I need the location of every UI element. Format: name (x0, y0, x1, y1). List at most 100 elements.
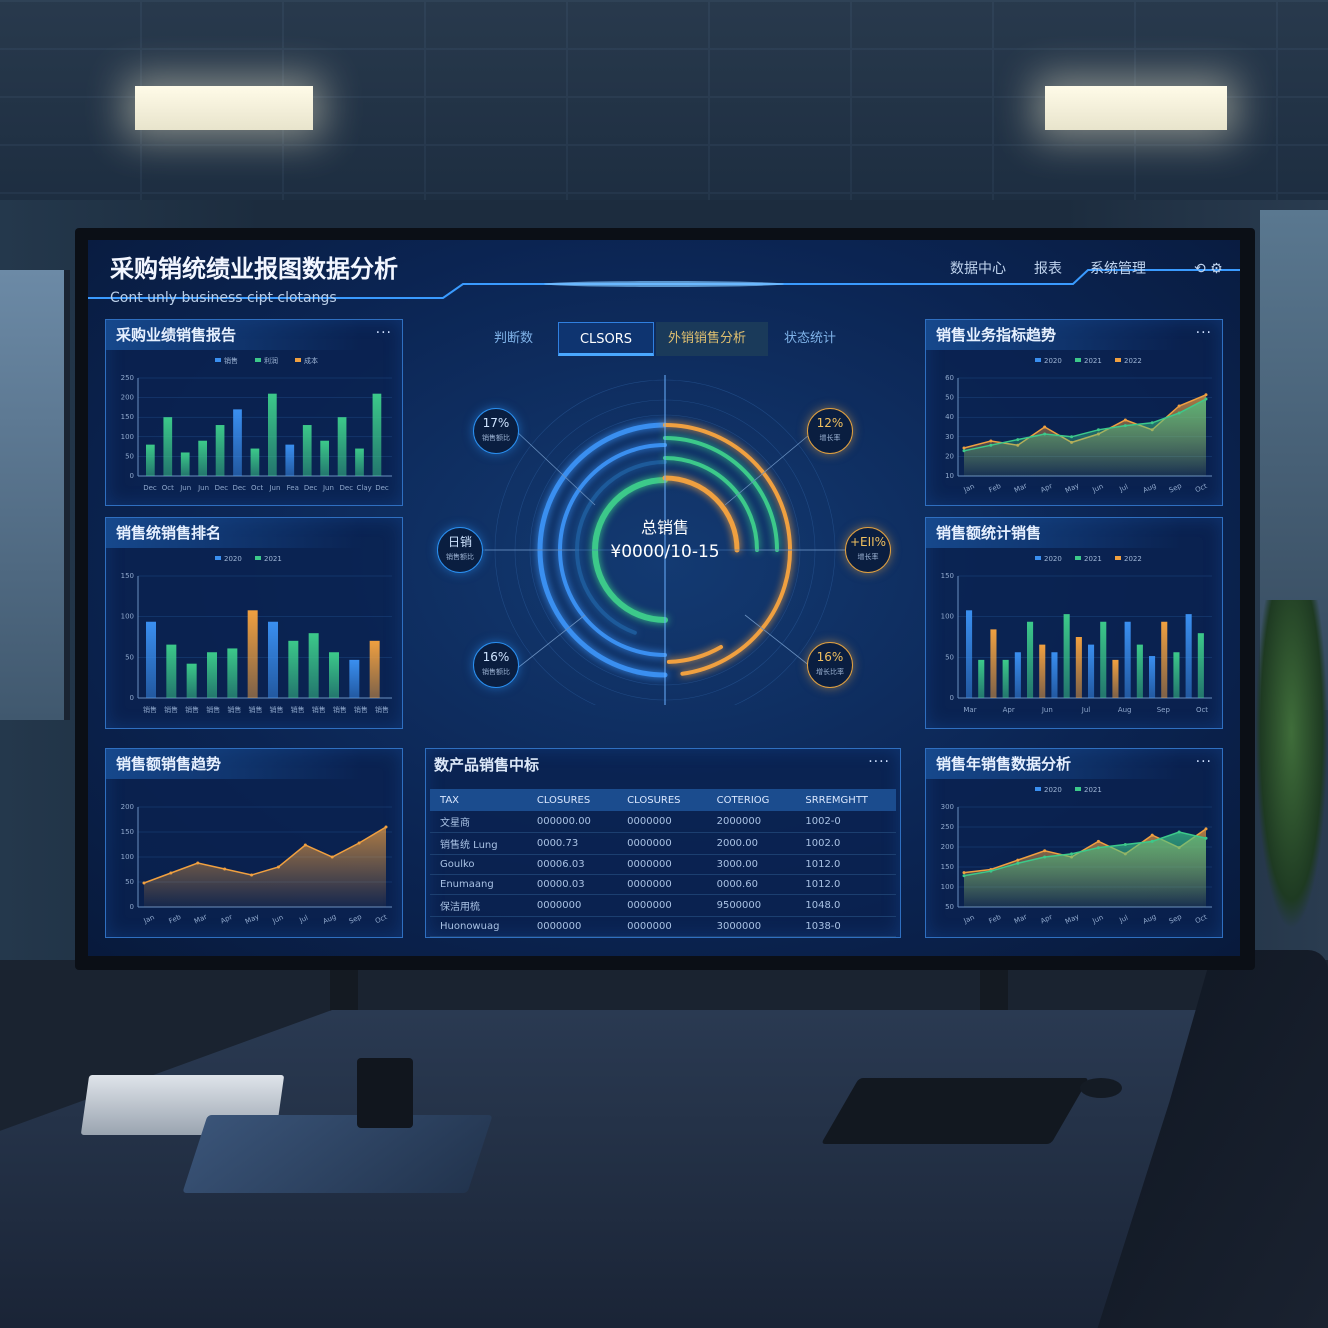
bar (355, 448, 364, 476)
callout-bubble[interactable]: 17% 销售额比 (473, 408, 519, 454)
panel-right-top: 销售业务指标趋势 ··· 2020 2021 2022 60 50 40 30 20 10 Jan F… (925, 319, 1223, 506)
x-tick-label: 销售 (312, 705, 326, 714)
tab-3[interactable]: 状态统计 (784, 331, 837, 346)
data-point (1123, 843, 1127, 846)
more-menu-button[interactable]: ···· (868, 754, 890, 770)
x-tick-label: Jun (322, 484, 334, 492)
legend-label: 成本 (304, 356, 318, 365)
legend-swatch (215, 358, 221, 362)
x-tick-label: Mar (1013, 913, 1028, 926)
legend-label: 2022 (1124, 357, 1142, 365)
table-cell: 0000000 (617, 916, 707, 937)
x-tick-label: 销售 (291, 705, 305, 714)
data-point (1204, 836, 1208, 840)
bar (146, 444, 155, 476)
callout-bubble[interactable]: 16% 销售额比 (473, 642, 519, 688)
data-point (384, 825, 388, 829)
callout-bubble[interactable]: 16% 增长比率 (807, 642, 853, 688)
data-point (962, 871, 966, 875)
y-tick-label: 150 (121, 413, 134, 421)
legend-label: 2020 (1044, 555, 1062, 563)
bar (1149, 656, 1156, 698)
page-title: 采购销统绩业报图数据分析 (110, 255, 398, 283)
product-table-panel: 数产品销售中标 ···· TAX CLOSURES CLOSURES COTERIOG… (425, 748, 901, 938)
x-tick-label: Jul (1117, 483, 1129, 494)
more-menu-button[interactable]: ··· (1195, 754, 1212, 770)
more-menu-button[interactable]: ··· (375, 325, 392, 341)
nav-item-system[interactable]: 系统管理 (1090, 261, 1146, 277)
legend-swatch (255, 556, 261, 560)
data-point (1204, 393, 1208, 397)
callout-bubble[interactable]: +EII% 增长率 (845, 527, 891, 573)
y-tick-label: 100 (121, 853, 134, 861)
y-tick-label: 40 (945, 413, 954, 421)
legend-swatch (1075, 556, 1081, 560)
y-tick-label: 100 (121, 433, 134, 441)
bar (1014, 652, 1021, 698)
bar (1088, 644, 1095, 698)
ring-label: 总销售 (640, 518, 689, 537)
legend-label: 2022 (1124, 555, 1142, 563)
x-tick-label: Sep (1168, 482, 1184, 495)
more-menu-button[interactable]: ··· (1195, 325, 1212, 341)
table-row[interactable]: 文星商 000000.00 0000000 2000000 1002-0 (430, 811, 896, 833)
nav-item-reports[interactable]: 报表 (1034, 261, 1062, 277)
ring-value: ¥0000/10-15 (610, 542, 720, 562)
header-decoration (88, 269, 1240, 299)
callout-value: 17% (482, 416, 510, 430)
refresh-settings-icon[interactable]: ⟲ ⚙ (1194, 261, 1223, 277)
data-point (276, 865, 280, 869)
series-line (143, 826, 387, 884)
column-header[interactable]: COTERIOG (706, 789, 796, 811)
legend-label: 2020 (1044, 786, 1062, 794)
tab-0[interactable]: 判断数 (494, 331, 534, 346)
table-row[interactable]: 保洁用梳 0000000 0000000 9500000 1048.0 (430, 894, 896, 917)
area-fill (144, 827, 386, 907)
data-point (196, 861, 200, 865)
panel-title: 销售额统计销售 (926, 518, 1182, 548)
panel-right-bottom: 销售年销售数据分析 ··· 2020 2021 300 250 200 150 100 50 Ja… (925, 748, 1223, 938)
callout-sub: 增长率 (819, 434, 841, 442)
callout-value: 16% (816, 650, 844, 664)
column-header[interactable]: CLOSURES (617, 789, 707, 811)
bar (1063, 614, 1070, 698)
table-row[interactable]: Huonowuag 0000000 0000000 3000000 1038-0 (430, 916, 896, 937)
x-tick-label: Oct (374, 913, 389, 925)
data-point (989, 439, 993, 443)
y-tick-label: 50 (125, 878, 134, 886)
table-cell: 0000000 (617, 854, 707, 875)
bar (337, 417, 347, 476)
table-row[interactable]: Goulko 00006.03 0000000 3000.00 1012.0 (430, 854, 896, 875)
bar (978, 659, 985, 698)
y-tick-label: 0 (130, 903, 134, 911)
x-tick-label: Jan (962, 482, 976, 494)
data-point (962, 874, 966, 878)
table-row[interactable]: Enumaang 00000.03 0000000 0000.60 1012.0 (430, 874, 896, 895)
nav-item-data-center[interactable]: 数据中心 (950, 261, 1006, 277)
column-header[interactable]: SRREMGHTT (795, 789, 896, 811)
table-cell: 3000000 (706, 916, 796, 937)
table-cell: 00000.03 (526, 874, 618, 895)
data-point (962, 446, 966, 450)
y-tick-label: 200 (121, 803, 134, 811)
tab-2[interactable]: 外销销售分析 (656, 322, 768, 356)
table-row[interactable]: 销售统 Lung 0000.73 0000000 2000.00 1002.0 (430, 832, 896, 855)
table-cell: 1002-0 (795, 811, 896, 833)
bar (990, 629, 997, 698)
y-tick-label: 10 (945, 472, 954, 480)
table-cell: Huonowuag (430, 916, 527, 937)
column-header[interactable]: CLOSURES (526, 789, 618, 811)
y-tick-label: 150 (121, 828, 134, 836)
legend-label: 2020 (224, 555, 242, 563)
callout-bubble[interactable]: 12% 增长率 (807, 408, 853, 454)
data-point (1043, 849, 1047, 853)
x-tick-label: 销售 (333, 705, 347, 714)
y-tick-label: 50 (125, 653, 134, 661)
y-tick-label: 200 (121, 394, 134, 402)
bar (1027, 621, 1034, 698)
column-header[interactable]: TAX (430, 789, 527, 811)
callout-bubble[interactable]: 日销 销售额比 (437, 527, 483, 573)
tab-closures[interactable]: CLSORS (558, 322, 654, 356)
x-tick-label: 销售 (227, 705, 241, 714)
ring-arc-orange (666, 644, 723, 664)
